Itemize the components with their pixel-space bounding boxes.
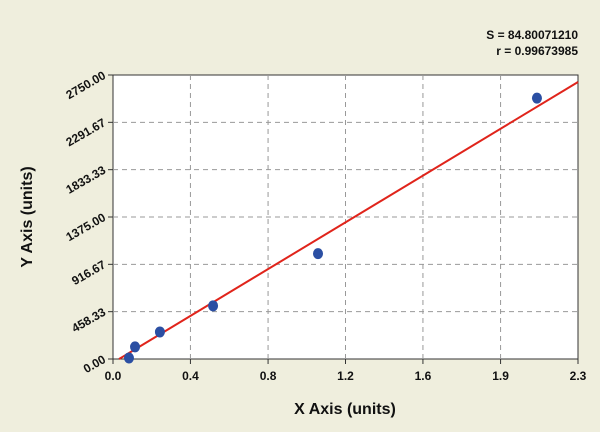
plot-area bbox=[112, 74, 579, 360]
x-axis-label: X Axis (units) bbox=[294, 401, 396, 418]
y-tick-label: 1833.33 bbox=[64, 163, 109, 197]
y-tick-label: 916.67 bbox=[69, 257, 108, 288]
x-tick-label: 1.6 bbox=[415, 369, 432, 383]
x-tick-label: 0.0 bbox=[105, 369, 122, 383]
x-tick-label: 0.4 bbox=[182, 369, 199, 383]
data-point bbox=[123, 352, 134, 364]
data-point bbox=[531, 92, 542, 104]
x-tick-label: 1.2 bbox=[337, 369, 354, 383]
x-tick-label: 2.3 bbox=[570, 369, 587, 383]
y-tick-label: 2291.67 bbox=[64, 115, 109, 149]
y-axis-label: Y Axis (units) bbox=[19, 166, 36, 267]
data-point bbox=[208, 300, 219, 312]
y-tick-label: 1375.00 bbox=[64, 210, 109, 244]
annotation: r = 0.99673985 bbox=[496, 44, 578, 58]
y-tick-label: 2750.00 bbox=[64, 68, 109, 102]
data-point bbox=[154, 326, 165, 338]
annotation: S = 84.80071210 bbox=[486, 28, 578, 42]
x-tick-label: 1.9 bbox=[492, 369, 509, 383]
x-tick-label: 0.8 bbox=[260, 369, 277, 383]
data-point bbox=[130, 341, 141, 353]
fit-line bbox=[118, 81, 579, 360]
data-point bbox=[313, 248, 324, 260]
y-tick-label: 458.33 bbox=[69, 305, 108, 336]
